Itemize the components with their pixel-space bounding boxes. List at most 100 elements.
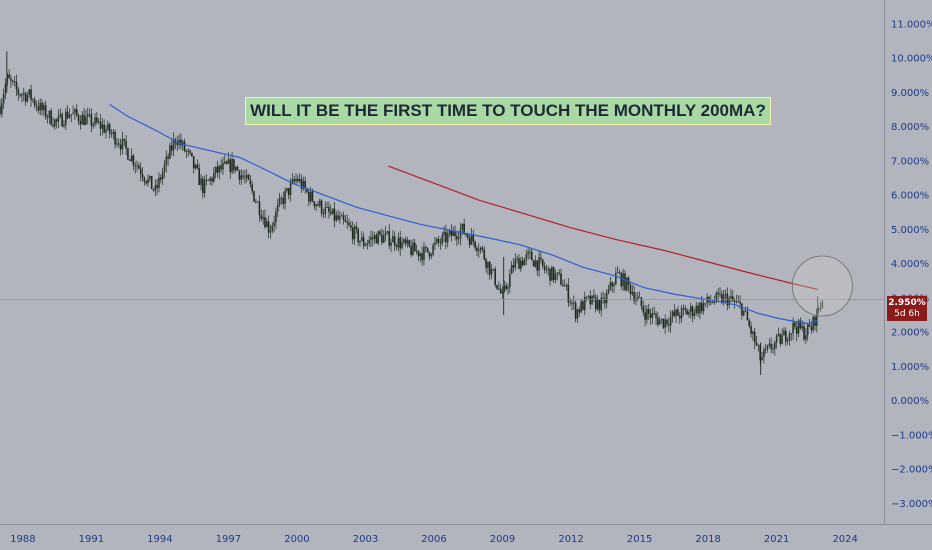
candle-body (540, 257, 542, 260)
candle-body (457, 238, 460, 240)
candle-body (662, 318, 665, 328)
candle-body (163, 164, 166, 173)
candle-body (229, 159, 232, 173)
candle-body (154, 185, 157, 191)
candle-body (615, 272, 617, 285)
y-tick-label: 2.000% (891, 328, 929, 339)
candlestick-series (0, 51, 824, 376)
candle-body (721, 294, 723, 303)
candle-body (757, 345, 760, 346)
candle-body (530, 251, 533, 261)
candle-body (668, 324, 670, 326)
candle-body (202, 178, 204, 194)
candle-body (276, 204, 279, 212)
candle-body (521, 260, 524, 266)
candle-body (616, 272, 619, 274)
candle-body (28, 89, 31, 96)
candle-body (806, 324, 809, 336)
candle-body (549, 268, 551, 281)
candle-body (260, 215, 263, 219)
candle-body (569, 302, 571, 304)
y-tick-label: 11.000% (891, 19, 932, 30)
candle-body (786, 340, 789, 342)
time-axis[interactable]: 1988 1991 1994 1997 2000 2003 2006 2009 2012 2015… (10, 534, 858, 545)
candle-body (812, 316, 814, 331)
candle-body (37, 106, 40, 111)
candle-body (534, 260, 537, 267)
x-tick-label: 2003 (353, 534, 378, 545)
current-price-value: 2.950% (888, 298, 926, 308)
candle-body (55, 119, 58, 122)
candle-body (596, 299, 599, 310)
candle-body (722, 294, 725, 303)
candle-body (81, 114, 84, 125)
candle-body (589, 295, 592, 305)
candle-body (611, 282, 613, 287)
candle-body (655, 314, 657, 318)
candle-body (388, 231, 391, 246)
candle-body (220, 165, 222, 170)
candle-body (1, 103, 3, 114)
candle-body (317, 204, 319, 206)
candle-body (127, 148, 129, 160)
candle-body (66, 111, 69, 118)
candle-body (70, 114, 73, 116)
candle-body (123, 138, 126, 141)
candle-body (94, 117, 96, 125)
candle-body (730, 296, 732, 299)
candle-body (562, 284, 564, 287)
x-tick-label: 1997 (216, 534, 241, 545)
candle-body (527, 252, 529, 255)
candle-body (181, 141, 184, 146)
candle-body (669, 317, 672, 326)
candle-body (326, 206, 328, 208)
candle-body (368, 240, 370, 244)
candle-body (618, 272, 621, 274)
candle-body (52, 124, 54, 127)
candle-body (675, 309, 677, 316)
price-axis[interactable]: 11.000% 10.000% 9.000% 8.000% 7.000% 6.000% 5.… (891, 19, 932, 509)
candle-body (128, 159, 131, 161)
y-tick-label: 4.000% (891, 259, 929, 270)
candle-body (638, 296, 641, 298)
candle-body (2, 94, 5, 104)
candle-body (574, 302, 577, 319)
candle-body (560, 273, 562, 285)
candle-body (719, 293, 721, 295)
candle-body (150, 175, 153, 190)
candle-body (671, 311, 674, 318)
candle-body (404, 239, 407, 244)
candle-body (503, 285, 506, 292)
candle-body (532, 260, 535, 267)
y-tick-label: 0.000% (891, 396, 929, 407)
candle-body (467, 235, 469, 238)
candle-body (463, 223, 465, 235)
candle-body (412, 242, 414, 255)
candle-body (375, 235, 378, 244)
candle-body (35, 105, 38, 107)
candle-body (8, 74, 10, 79)
candle-body (644, 312, 646, 320)
candle-body (481, 247, 484, 250)
candle-body (499, 288, 502, 294)
candle-body (269, 231, 272, 233)
candle-body (488, 261, 491, 275)
candle-body (538, 257, 540, 271)
candle-body (536, 260, 539, 271)
candle-body (318, 200, 321, 206)
candle-body (401, 242, 403, 249)
moving-average-line (109, 103, 819, 325)
candle-body (689, 306, 692, 312)
candle-body (43, 105, 45, 111)
candle-body (108, 124, 111, 134)
candle-body (205, 179, 208, 181)
candle-body (437, 238, 440, 243)
candle-body (382, 235, 385, 243)
x-tick-label: 2015 (627, 534, 652, 545)
candle-body (646, 309, 648, 320)
candle-body (450, 230, 453, 237)
candle-body (286, 188, 288, 192)
candle-body (728, 298, 730, 306)
candle-body (185, 151, 188, 152)
